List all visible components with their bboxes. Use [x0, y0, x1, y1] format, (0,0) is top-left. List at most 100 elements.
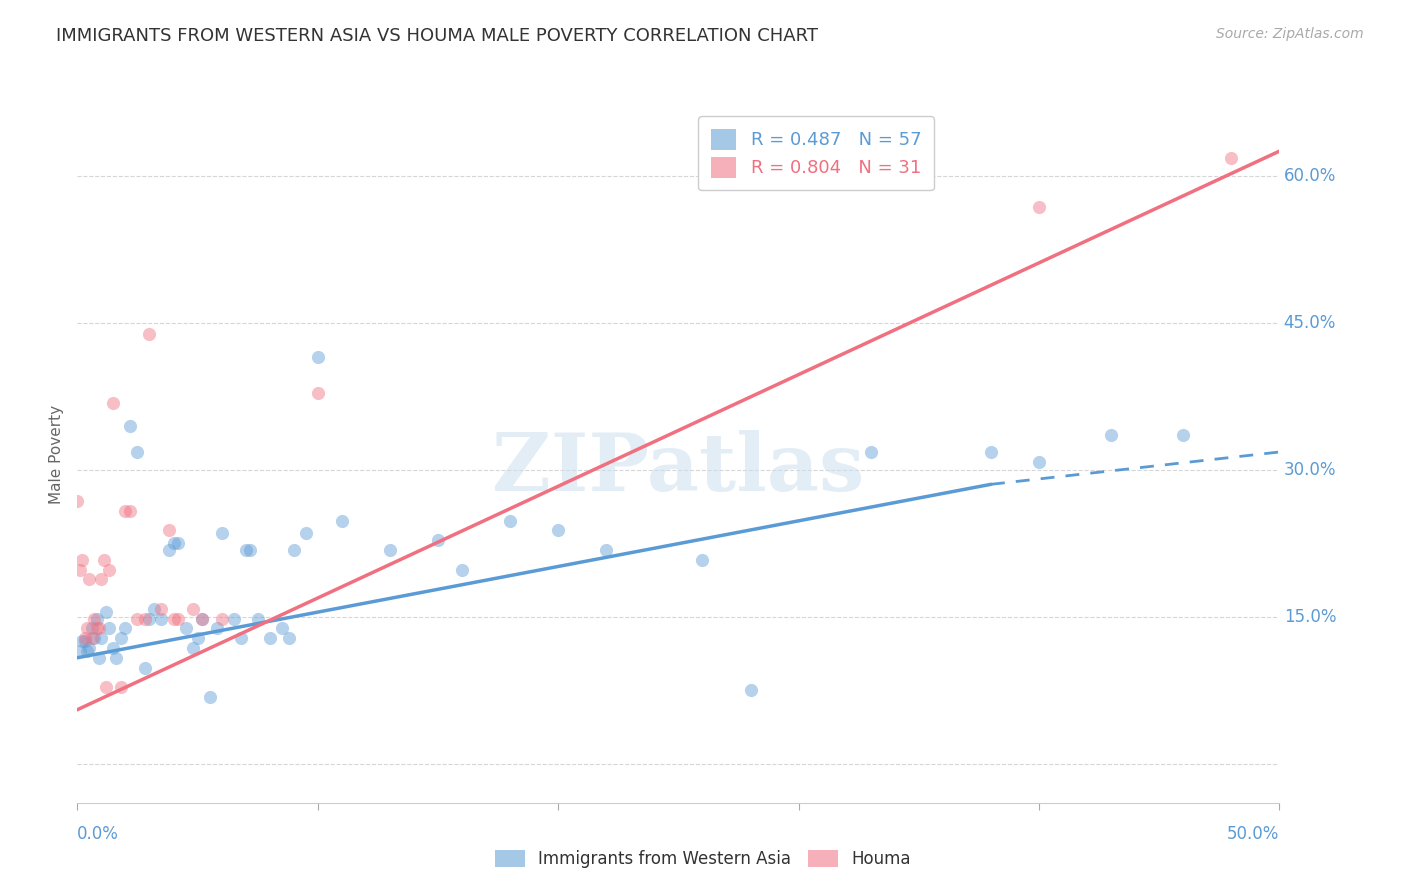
- Text: 60.0%: 60.0%: [1284, 167, 1336, 185]
- Text: Source: ZipAtlas.com: Source: ZipAtlas.com: [1216, 27, 1364, 41]
- Point: [69, 563, 91, 577]
- Point: [859, 445, 882, 459]
- Point: [97, 563, 120, 577]
- Point: [120, 504, 142, 518]
- Point: [451, 563, 474, 577]
- Point: [90, 573, 112, 587]
- Point: [96, 680, 118, 694]
- Point: [103, 640, 125, 655]
- Point: [307, 386, 329, 401]
- Point: [259, 631, 281, 645]
- Point: [167, 536, 190, 550]
- Point: [104, 650, 127, 665]
- Point: [547, 524, 569, 538]
- Text: ZIPatlas: ZIPatlas: [492, 430, 865, 508]
- Point: [181, 640, 204, 655]
- Point: [1099, 428, 1122, 442]
- Point: [127, 611, 149, 625]
- Text: 0.0%: 0.0%: [77, 825, 120, 843]
- Point: [86, 621, 108, 635]
- Point: [307, 350, 329, 364]
- Point: [1028, 455, 1050, 469]
- Point: [69, 644, 91, 658]
- Point: [76, 644, 98, 658]
- Point: [87, 621, 110, 635]
- Point: [157, 543, 180, 558]
- Point: [83, 611, 105, 625]
- Point: [499, 514, 522, 528]
- Point: [277, 631, 299, 645]
- Point: [134, 660, 156, 674]
- Point: [211, 611, 233, 625]
- Point: [167, 611, 190, 625]
- Point: [70, 553, 93, 567]
- Text: IMMIGRANTS FROM WESTERN ASIA VS HOUMA MALE POVERTY CORRELATION CHART: IMMIGRANTS FROM WESTERN ASIA VS HOUMA MA…: [56, 27, 818, 45]
- Point: [157, 524, 180, 538]
- Point: [191, 611, 214, 625]
- Point: [134, 611, 156, 625]
- Legend: R = 0.487   N = 57, R = 0.804   N = 31: R = 0.487 N = 57, R = 0.804 N = 31: [699, 116, 934, 190]
- Point: [1028, 200, 1050, 214]
- Point: [191, 611, 214, 625]
- Point: [222, 611, 245, 625]
- Legend: Immigrants from Western Asia, Houma: Immigrants from Western Asia, Houma: [488, 843, 918, 875]
- Point: [174, 621, 197, 635]
- Point: [114, 504, 136, 518]
- Text: 15.0%: 15.0%: [1284, 607, 1336, 625]
- Point: [150, 611, 173, 625]
- Point: [90, 631, 112, 645]
- Point: [97, 621, 120, 635]
- Point: [86, 611, 108, 625]
- Point: [162, 611, 184, 625]
- Point: [150, 601, 173, 615]
- Point: [235, 543, 257, 558]
- Point: [205, 621, 228, 635]
- Point: [70, 634, 93, 648]
- Point: [229, 631, 252, 645]
- Point: [103, 396, 125, 410]
- Point: [1220, 151, 1243, 165]
- Point: [239, 543, 262, 558]
- Point: [692, 553, 714, 567]
- Point: [93, 553, 115, 567]
- Point: [76, 621, 98, 635]
- Point: [73, 634, 96, 648]
- Point: [980, 445, 1002, 459]
- Point: [127, 445, 149, 459]
- Point: [138, 611, 160, 625]
- Point: [427, 533, 450, 548]
- Point: [211, 526, 233, 541]
- Point: [740, 683, 762, 698]
- Y-axis label: Male Poverty: Male Poverty: [49, 405, 65, 505]
- Point: [120, 418, 142, 433]
- Point: [66, 494, 89, 508]
- Point: [1173, 428, 1195, 442]
- Point: [87, 650, 110, 665]
- Point: [143, 601, 166, 615]
- Point: [270, 621, 292, 635]
- Point: [80, 621, 103, 635]
- Text: 45.0%: 45.0%: [1284, 314, 1336, 332]
- Point: [162, 536, 184, 550]
- Point: [330, 514, 353, 528]
- Point: [83, 631, 105, 645]
- Point: [283, 543, 305, 558]
- Text: 50.0%: 50.0%: [1227, 825, 1279, 843]
- Point: [80, 631, 103, 645]
- Point: [181, 601, 204, 615]
- Point: [110, 631, 132, 645]
- Point: [198, 690, 221, 704]
- Point: [186, 631, 209, 645]
- Point: [246, 611, 269, 625]
- Point: [378, 543, 401, 558]
- Point: [79, 573, 101, 587]
- Point: [595, 543, 617, 558]
- Point: [138, 327, 160, 342]
- Point: [79, 640, 101, 655]
- Text: 30.0%: 30.0%: [1284, 460, 1336, 479]
- Point: [114, 621, 136, 635]
- Point: [110, 680, 132, 694]
- Point: [294, 526, 316, 541]
- Point: [96, 605, 118, 619]
- Point: [73, 631, 96, 645]
